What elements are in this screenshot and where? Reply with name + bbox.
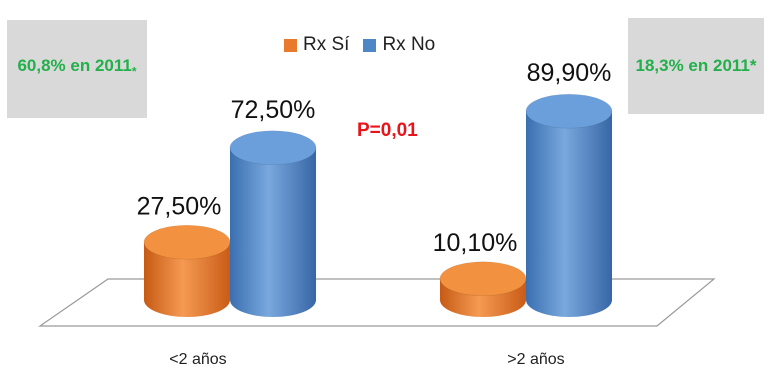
legend-swatch-rx-no — [363, 38, 377, 52]
left-annotation-text: 60,8% en 2011* — [17, 54, 136, 83]
legend-item-rx-si: Rx Sí — [284, 34, 349, 56]
legend: Rx Sí Rx No — [284, 34, 449, 56]
bar-rx-s-gt2 — [439, 261, 527, 317]
left-annotation-mark: * — [131, 64, 137, 79]
legend-label-rx-si: Rx Sí — [303, 34, 350, 55]
right-annotation-text: 18,3% en 2011* — [635, 56, 757, 75]
bar-top — [439, 261, 527, 297]
bar-top — [525, 93, 613, 129]
bar-top — [229, 130, 317, 166]
legend-swatch-rx-si — [284, 38, 297, 52]
legend-item-rx-no: Rx No — [363, 34, 435, 56]
bar-body — [526, 111, 612, 318]
x-tick-label: >2 años — [507, 351, 564, 368]
left-annotation-box: 60,8% en 2011* — [7, 20, 147, 118]
data-label-rx-no-lt2: 72,50% — [231, 96, 316, 124]
legend-label-rx-no: Rx No — [382, 34, 436, 55]
chart-floor — [38, 278, 716, 327]
data-label-rx-s-lt2: 27,50% — [137, 192, 222, 220]
right-annotation-box: 18,3% en 2011* — [628, 18, 764, 114]
bar-body — [144, 242, 230, 317]
p-value: P=0,01 — [357, 120, 418, 141]
left-annotation-label: 60,8% en 2011 — [17, 56, 132, 76]
data-label-rx-s-gt2: 10,10% — [433, 229, 518, 257]
bar-body — [230, 147, 316, 317]
x-tick-label: <2 años — [169, 351, 226, 368]
bar-top — [143, 224, 231, 260]
data-label-rx-no-gt2: 89,90% — [527, 59, 612, 87]
bar-rx-s-lt2 — [143, 224, 231, 317]
bar-rx-no-gt2 — [525, 93, 613, 318]
bar-rx-no-lt2 — [229, 130, 317, 317]
